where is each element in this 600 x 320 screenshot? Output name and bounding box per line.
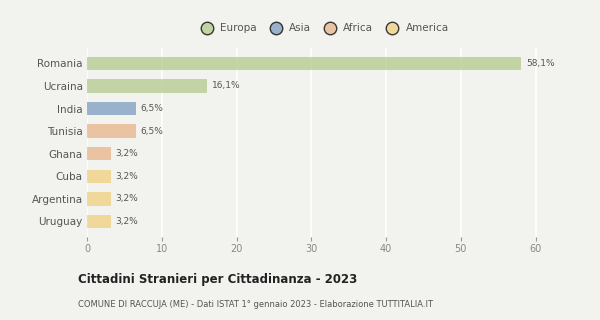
Legend: Europa, Asia, Africa, America: Europa, Asia, Africa, America [192, 19, 453, 37]
Bar [87, 192, 111, 206]
Text: 58,1%: 58,1% [526, 59, 554, 68]
Bar [87, 147, 111, 160]
Bar [87, 79, 208, 93]
Text: 3,2%: 3,2% [115, 149, 138, 158]
Bar [87, 170, 111, 183]
Text: 3,2%: 3,2% [115, 217, 138, 226]
Text: Cittadini Stranieri per Cittadinanza - 2023: Cittadini Stranieri per Cittadinanza - 2… [78, 273, 357, 286]
Bar [87, 124, 136, 138]
Text: 6,5%: 6,5% [140, 104, 163, 113]
Bar [87, 215, 111, 228]
Text: 3,2%: 3,2% [115, 172, 138, 181]
Text: 6,5%: 6,5% [140, 127, 163, 136]
Bar [87, 57, 521, 70]
Text: COMUNE DI RACCUJA (ME) - Dati ISTAT 1° gennaio 2023 - Elaborazione TUTTITALIA.IT: COMUNE DI RACCUJA (ME) - Dati ISTAT 1° g… [78, 300, 433, 309]
Text: 3,2%: 3,2% [115, 194, 138, 203]
Text: 16,1%: 16,1% [212, 82, 241, 91]
Bar [87, 102, 136, 115]
